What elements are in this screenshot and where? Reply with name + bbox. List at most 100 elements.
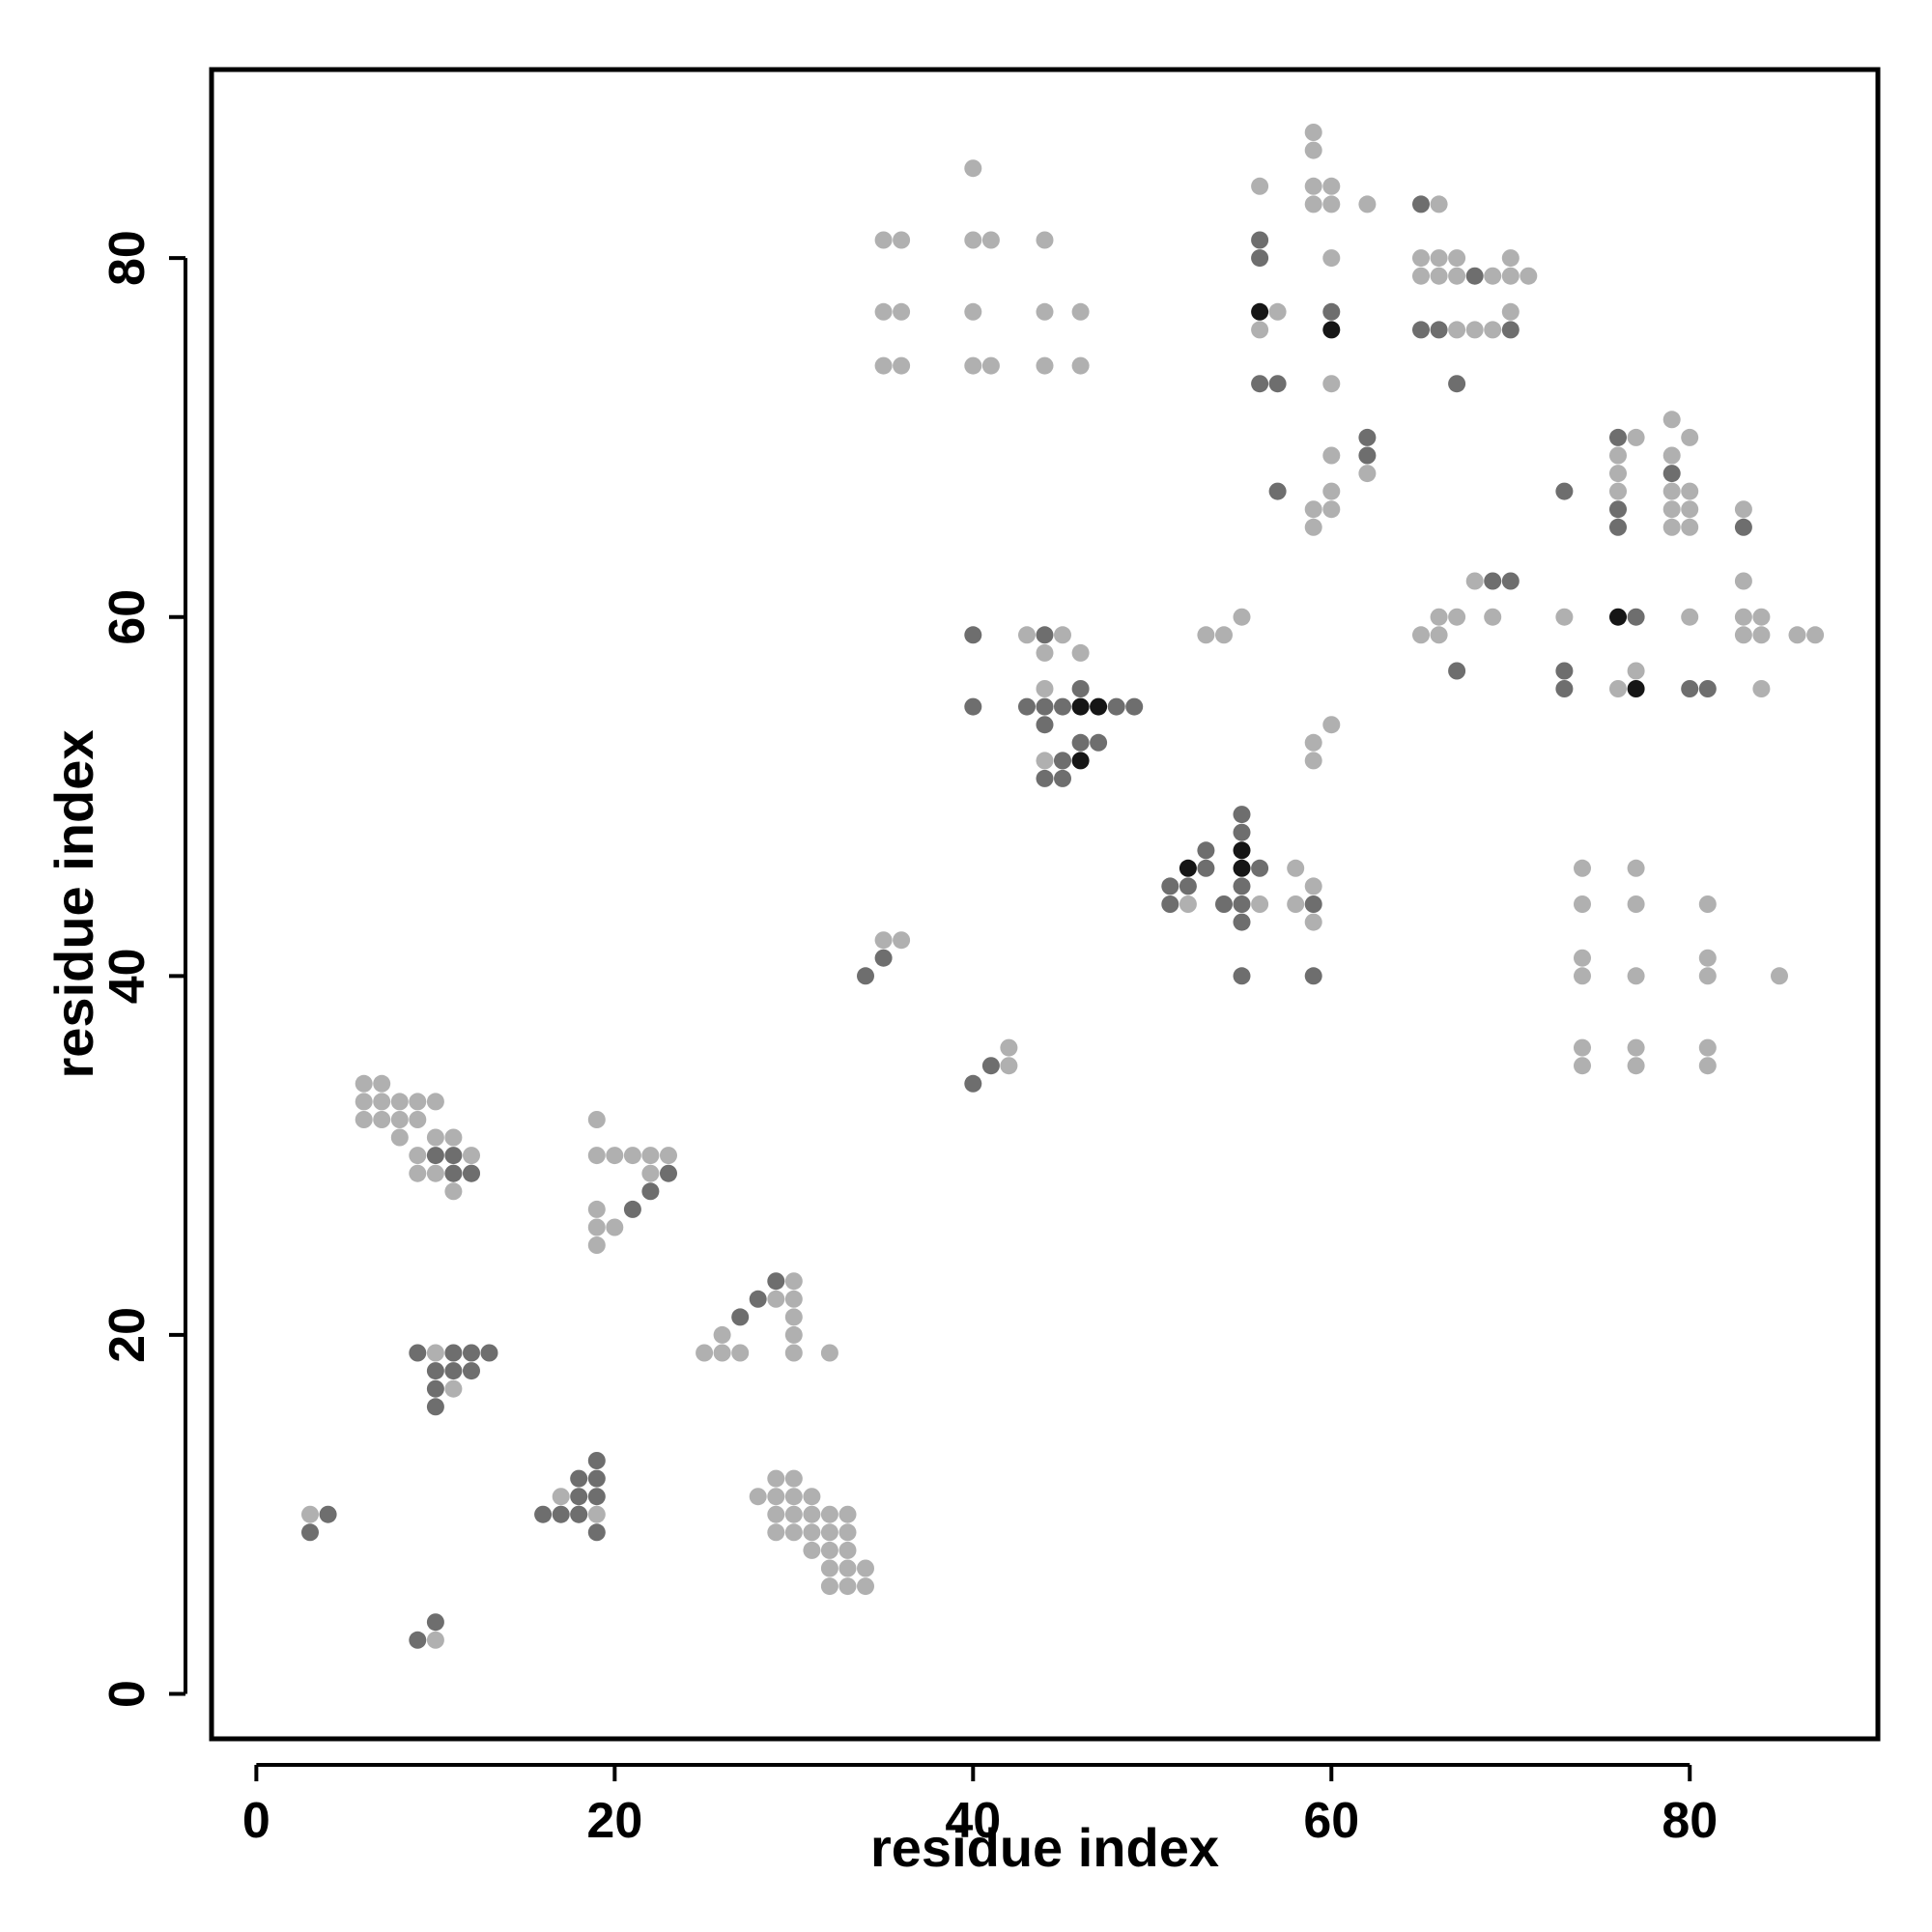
contact-point-light <box>784 1505 803 1523</box>
contact-point-medium <box>426 1147 444 1165</box>
contact-point-light <box>1574 949 1591 967</box>
contact-point-medium <box>623 1200 641 1218</box>
contact-point-light <box>1036 302 1054 321</box>
contact-point-medium <box>1681 680 1699 697</box>
contact-point-light <box>1465 321 1484 339</box>
contact-point-medium <box>1268 482 1287 500</box>
contact-point-light <box>1322 500 1341 519</box>
contact-point-medium <box>463 1362 480 1380</box>
contact-point-light <box>1574 1057 1591 1075</box>
contact-point-dark <box>1627 680 1645 697</box>
contact-point-light <box>1788 626 1806 644</box>
contact-point-light <box>1698 895 1717 913</box>
contact-point-light <box>749 1488 767 1506</box>
contact-point-light <box>1574 967 1591 985</box>
contact-point-medium <box>1233 895 1251 913</box>
contact-point-light <box>893 302 911 321</box>
contact-point-medium <box>660 1164 677 1182</box>
contact-point-light <box>767 1469 785 1488</box>
contact-point-medium <box>534 1505 553 1523</box>
contact-point-light <box>1268 302 1287 321</box>
contact-point-light <box>1806 626 1825 644</box>
contact-point-light <box>784 1469 803 1488</box>
contact-point-light <box>838 1505 857 1523</box>
contact-point-medium <box>570 1488 588 1506</box>
contact-point-light <box>874 931 893 950</box>
contact-point-light <box>1000 1057 1018 1075</box>
contact-point-light <box>1609 482 1627 500</box>
contact-point-light <box>893 931 911 950</box>
contact-point-medium <box>1412 321 1430 339</box>
contact-point-light <box>1484 608 1502 626</box>
contact-point-light <box>1322 482 1341 500</box>
contact-point-light <box>1304 913 1322 931</box>
contact-point-light <box>355 1074 373 1093</box>
contact-point-medium <box>1627 608 1645 626</box>
contact-point-medium <box>1358 446 1377 465</box>
contact-point-medium <box>1054 752 1071 770</box>
contact-point-light <box>1501 302 1520 321</box>
contact-point-light <box>1681 518 1699 536</box>
contact-point-medium <box>1555 680 1574 697</box>
contact-point-light <box>820 1523 838 1542</box>
contact-point-medium <box>463 1164 480 1182</box>
contact-point-light <box>1036 231 1054 249</box>
contact-point-light <box>1484 267 1502 285</box>
contact-point-medium <box>1233 913 1251 931</box>
contact-point-light <box>1304 500 1322 519</box>
contact-point-medium <box>749 1290 767 1308</box>
contact-point-light <box>552 1488 570 1506</box>
contact-point-light <box>838 1523 857 1542</box>
contact-point-medium <box>1251 859 1269 877</box>
contact-point-light <box>1251 177 1269 195</box>
contact-point-light <box>1448 321 1466 339</box>
contact-point-light <box>1322 446 1341 465</box>
contact-point-light <box>1752 608 1771 626</box>
contact-point-light <box>1501 267 1520 285</box>
contact-point-light <box>1036 356 1054 375</box>
contact-point-light <box>893 231 911 249</box>
contact-point-medium <box>1018 697 1036 716</box>
contact-point-light <box>409 1164 427 1182</box>
contact-point-medium <box>731 1308 750 1326</box>
points-layer <box>301 124 1825 1649</box>
contact-point-light <box>1304 518 1322 536</box>
contact-point-light <box>874 231 893 249</box>
contact-point-light <box>1448 267 1466 285</box>
contact-point-medium <box>1251 249 1269 268</box>
contact-point-light <box>1662 500 1681 519</box>
contact-point-light <box>713 1325 731 1344</box>
contact-point-light <box>1662 482 1681 500</box>
contact-point-medium <box>1609 518 1627 536</box>
contact-point-light <box>1574 1038 1591 1057</box>
contact-point-light <box>426 1631 444 1649</box>
contact-point-light <box>1251 895 1269 913</box>
contact-point-medium <box>444 1164 463 1182</box>
contact-point-light <box>1287 895 1305 913</box>
contact-point-light <box>767 1523 785 1542</box>
contact-point-medium <box>1465 267 1484 285</box>
contact-point-medium <box>1233 877 1251 895</box>
contact-point-light <box>1358 195 1377 213</box>
contact-point-light <box>1322 177 1341 195</box>
contact-point-light <box>1197 626 1215 644</box>
contact-point-light <box>1430 267 1448 285</box>
contact-point-light <box>1484 321 1502 339</box>
x-axis-title: residue index <box>870 1817 1219 1878</box>
contact-point-dark <box>1251 302 1269 321</box>
x-tick-label: 0 <box>242 1793 270 1849</box>
contact-point-light <box>1609 680 1627 697</box>
contact-point-light <box>838 1577 857 1596</box>
contact-point-light <box>1412 626 1430 644</box>
contact-point-light <box>838 1541 857 1559</box>
contact-point-medium <box>587 1452 606 1469</box>
contact-point-light <box>1627 967 1645 985</box>
contact-point-light <box>373 1093 391 1111</box>
contact-point-medium <box>1036 716 1054 734</box>
contact-point-light <box>1054 626 1071 644</box>
contact-point-light <box>1574 895 1591 913</box>
contact-point-medium <box>767 1272 785 1291</box>
contact-point-light <box>1627 895 1645 913</box>
